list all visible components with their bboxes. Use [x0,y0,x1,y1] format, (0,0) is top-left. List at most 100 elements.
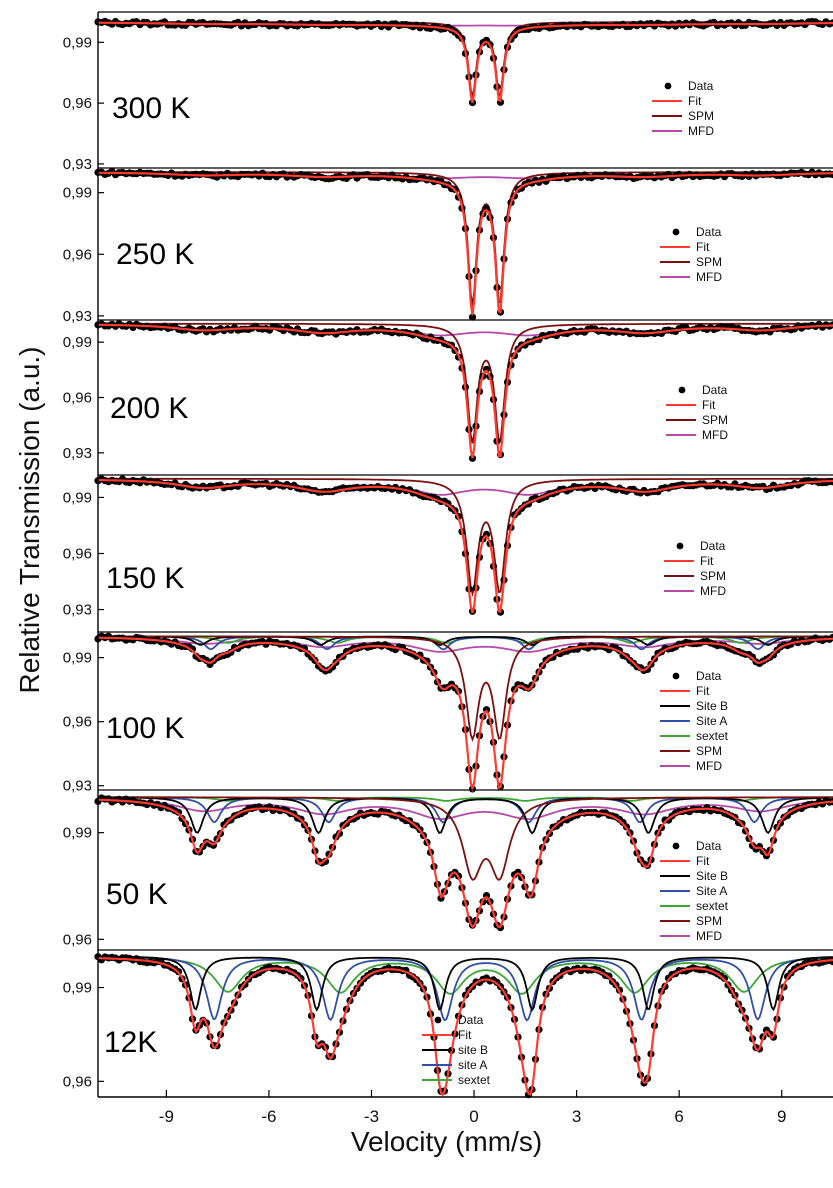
temperature-label: 12K [104,1026,157,1059]
legend-label: MFD [688,124,714,138]
legend-label: MFD [696,929,722,943]
legend-label: SPM [696,255,722,269]
temperature-label: 50 K [106,878,168,911]
series-spm-line [98,477,833,597]
legend-label: Fit [696,240,710,254]
legend-label: Fit [696,854,710,868]
y-tick-label: 0,99 [63,489,92,506]
series-mfd-line [98,798,833,820]
legend-label: MFD [696,270,722,284]
legend-label: Site A [696,714,727,728]
series-fit-line [98,479,833,614]
legend-label: MFD [700,584,726,598]
legend-label: Fit [702,398,716,412]
legend-label: Site B [696,869,728,883]
series-site-a-line [98,956,833,1022]
legend-label: Data [702,383,728,397]
legend-marker-data [434,1016,442,1024]
y-tick-label: 0,99 [63,334,92,351]
legend-label: Data [458,1013,484,1027]
data-point [468,313,477,321]
y-axis-label-container: Relative Transmission (a.u.) [0,120,60,920]
legend-marker-data [664,82,672,90]
legend-label: MFD [696,759,722,773]
legend-marker-data [672,672,680,680]
legend-label: Data [700,539,726,553]
x-tick-label: -6 [261,1107,276,1126]
legend-label: sextet [458,1073,491,1087]
series-spm-line [98,796,833,882]
y-axis-label: Relative Transmission (a.u.) [14,346,45,694]
temperature-label: 250 K [116,238,194,271]
legend-label: Fit [696,684,710,698]
legend-label: Data [696,669,722,683]
legend-label: site A [458,1058,487,1072]
series-fit-line [97,798,833,929]
series-fit-line [98,21,833,103]
x-tick-label: 6 [674,1107,683,1126]
series-site-b-line [98,955,833,1012]
legend-label: SPM [702,413,728,427]
legend-marker-data [676,542,684,550]
y-tick-label: 0,96 [63,95,92,112]
legend-label: SPM [696,744,722,758]
x-tick-label: 3 [572,1107,581,1126]
y-tick-label: 0,93 [63,308,92,325]
legend-label: sextet [696,899,729,913]
y-tick-label: 0,96 [63,931,92,948]
legend-label: MFD [702,428,728,442]
legend-marker-data [672,228,680,236]
legend-label: Site A [696,884,727,898]
legend-label: SPM [700,569,726,583]
temperature-label: 200 K [110,392,188,425]
y-tick-label: 0,96 [63,1073,92,1090]
y-tick-label: 0,93 [63,156,92,173]
y-tick-label: 0,96 [63,714,92,731]
x-axis-label: Velocity (mm/s) [350,1126,543,1157]
x-tick-label: 0 [469,1107,478,1126]
series-fit-line [98,957,833,1097]
series-spm-line [98,21,833,98]
y-tick-label: 0,99 [63,980,92,997]
series-fit-line [98,323,833,459]
y-tick-label: 0,93 [63,445,92,462]
legend-label: Data [696,839,722,853]
y-tick-label: 0,96 [63,546,92,563]
legend-label: Site B [696,699,728,713]
temperature-label: 300 K [112,92,190,125]
y-tick-label: 0,99 [63,34,92,51]
legend-label: Data [688,79,714,93]
y-tick-label: 0,93 [63,602,92,619]
legend-label: Data [696,225,722,239]
y-tick-label: 0,93 [63,778,92,795]
legend-label: Fit [700,554,714,568]
y-tick-label: 0,96 [63,390,92,407]
legend-label: site B [458,1043,488,1057]
x-tick-label: -9 [159,1107,174,1126]
y-tick-label: 0,99 [63,825,92,842]
y-tick-label: 0,99 [63,185,92,202]
legend-label: SPM [688,109,714,123]
data-point [423,657,431,665]
series-spm-line [98,635,833,742]
legend-marker-data [678,386,686,394]
legend-label: sextet [696,729,729,743]
temperature-label: 150 K [106,562,184,595]
y-tick-label: 0,99 [63,650,92,667]
data-point [643,665,652,674]
series-spm-line [98,322,833,444]
x-tick-label: 9 [777,1107,786,1126]
series-sextet-line [98,956,833,995]
